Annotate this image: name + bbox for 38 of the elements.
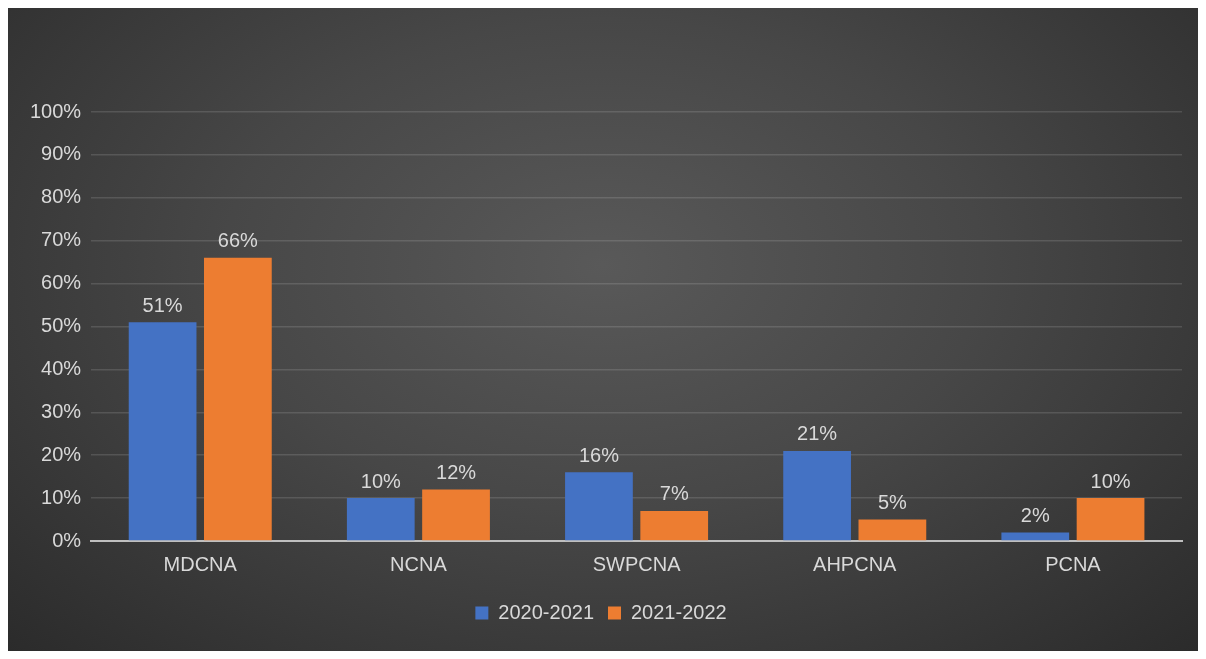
data-label: 51% xyxy=(142,293,183,316)
data-label: 7% xyxy=(659,482,689,505)
bar xyxy=(783,450,851,541)
legend-label: 2021-2022 xyxy=(631,600,727,623)
bar xyxy=(128,322,197,541)
x-tick-label: AHPCNA xyxy=(813,552,898,575)
y-tick-label: 70% xyxy=(41,228,82,251)
bar xyxy=(565,472,633,541)
bar xyxy=(1076,498,1145,541)
bar xyxy=(1001,532,1070,541)
y-tick-label: 10% xyxy=(41,485,82,508)
y-tick-label: 100% xyxy=(30,99,82,122)
x-tick-label: PCNA xyxy=(1045,552,1102,575)
data-label: 12% xyxy=(436,461,477,484)
legend-label: 2020-2021 xyxy=(498,600,595,623)
y-tick-label: 0% xyxy=(52,528,82,551)
y-tick-label: 90% xyxy=(41,142,82,165)
data-label: 66% xyxy=(217,229,259,252)
x-tick-label: NCNA xyxy=(390,552,448,575)
bar xyxy=(422,489,490,541)
x-tick-label: MDCNA xyxy=(163,552,238,575)
bar xyxy=(858,519,927,541)
x-tick-label: SWPCNA xyxy=(592,552,682,575)
bar xyxy=(346,498,415,541)
bar xyxy=(204,257,272,541)
y-tick-label: 20% xyxy=(41,442,82,465)
data-label: 2% xyxy=(1020,503,1050,526)
data-label: 10% xyxy=(360,469,401,492)
bar xyxy=(640,510,709,541)
y-tick-label: 30% xyxy=(41,399,82,422)
data-label: 10% xyxy=(1090,469,1131,492)
data-label: 21% xyxy=(797,422,838,445)
y-tick-label: 50% xyxy=(41,314,82,337)
y-tick-label: 60% xyxy=(41,271,82,294)
data-label: 5% xyxy=(877,491,908,514)
y-tick-label: 80% xyxy=(41,185,82,208)
y-tick-label: 40% xyxy=(41,356,82,379)
data-label: 16% xyxy=(578,443,620,466)
